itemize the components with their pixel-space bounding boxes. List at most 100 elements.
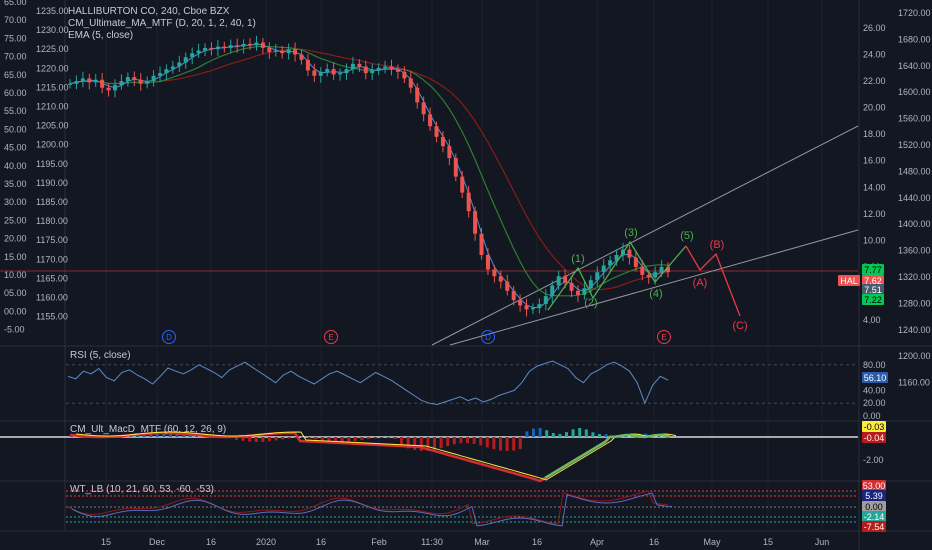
x-axis-tick: 16 — [316, 537, 326, 547]
candle-body — [473, 211, 478, 234]
candle-body — [203, 47, 208, 51]
candle-body — [318, 71, 323, 76]
far-right-axis-tick: 1520.00 — [898, 140, 931, 150]
macd-hist-bar — [466, 437, 469, 444]
price-tag-last-bg — [862, 275, 884, 286]
macd-hist-bar — [353, 437, 357, 441]
macd-hist-bar — [373, 437, 377, 439]
price-tag-mid: 7.51 — [864, 285, 882, 295]
wave-label-A: (A) — [693, 277, 708, 289]
rsi-axis-tick: 0.00 — [863, 411, 881, 421]
wave-label-4: (4) — [649, 288, 662, 300]
candle-body — [460, 176, 465, 193]
rsi-pane — [66, 360, 858, 406]
price-tag-symbol: HAL — [840, 276, 858, 286]
macd-hist-bar — [571, 429, 575, 437]
macd-hist-bar — [254, 437, 258, 442]
candle-body — [653, 272, 658, 278]
wt-tag-1: 5.39 — [865, 491, 883, 501]
candle-body — [177, 62, 182, 67]
macd-hist-bar — [578, 428, 582, 437]
candle-body — [145, 81, 150, 84]
far-right-axis-tick: 1440.00 — [898, 193, 931, 203]
price-tag-mid-bg — [862, 284, 884, 295]
candle-body — [286, 49, 291, 54]
macd-hist-bar — [386, 437, 390, 439]
candle-body — [485, 254, 490, 270]
right-axis-tick: 20.00 — [863, 103, 886, 113]
x-axis-tick: Mar — [474, 537, 490, 547]
candle-body — [389, 66, 394, 70]
wave-label-C: (C) — [732, 320, 747, 332]
left-axis-tick: 1155.00 — [36, 312, 68, 322]
macd-hist-bar — [459, 437, 463, 444]
right-axis-tick: 24.00 — [863, 50, 886, 60]
macd-hist-bar — [584, 429, 588, 437]
wt-tag-0-bg — [862, 480, 886, 491]
x-axis-tick: Apr — [590, 537, 604, 547]
left-axis-tick: 1185.00 — [36, 197, 68, 207]
macd-axis-tick: -2.00 — [863, 455, 884, 465]
left-axis-tick-partial: 00.00 — [4, 306, 27, 316]
rsi-axis-tick: 40.00 — [863, 385, 886, 395]
candle-body — [228, 45, 233, 48]
candle-body — [582, 288, 587, 295]
left-axis-tick: 1180.00 — [36, 216, 68, 226]
wt-tag-1-bg — [862, 490, 886, 501]
candle-body — [563, 276, 568, 283]
candle-body — [196, 50, 201, 54]
macd-hist-bar — [439, 437, 443, 449]
candle-body — [183, 57, 188, 63]
wave-label-1: (1) — [571, 253, 584, 265]
event-marker-label: E — [661, 333, 666, 342]
candle-body — [138, 79, 143, 84]
candle-body — [518, 300, 523, 306]
candle-body — [550, 285, 555, 297]
candle-body — [428, 114, 433, 127]
price-tags: 7.77 HAL 7.627.517.22 56.10 -0.03-0.04 53.005… — [838, 264, 888, 532]
candle-body — [222, 46, 227, 48]
far-right-axis-tick: 1320.00 — [898, 272, 931, 282]
event-marker — [657, 330, 671, 344]
macd-hist-bar — [380, 437, 384, 439]
macd-hist-bar — [347, 437, 351, 442]
candle-body — [466, 192, 471, 212]
far-right-axis-tick: 1160.00 — [898, 378, 930, 388]
macd-hist-bar — [551, 433, 555, 437]
candle-body — [209, 47, 214, 50]
macd-tag-2-bg — [862, 432, 886, 443]
candle-body — [215, 46, 220, 50]
trend-lines — [431, 125, 859, 346]
macd-hist-bar — [287, 437, 291, 439]
right-axis-tick: 14.00 — [863, 182, 886, 192]
macd-hist-bar — [248, 437, 252, 442]
candle-body — [273, 50, 278, 52]
macd-hist-bar — [360, 437, 364, 440]
candle-body — [505, 281, 510, 291]
x-axis-tick: Feb — [371, 537, 387, 547]
macd-hist-bar — [162, 434, 166, 437]
candle-body — [254, 42, 259, 46]
far-right-axis-tick: 1560.00 — [898, 114, 931, 124]
macd-hist-bar — [393, 437, 397, 439]
x-axis-tick: Jun — [815, 537, 830, 547]
macd-hist-bar — [195, 436, 199, 437]
left-axis-tick: 1195.00 — [36, 159, 68, 169]
candle-body — [293, 49, 298, 55]
left-axis-tick-partial: 50.00 — [4, 124, 27, 134]
macd-hist-bar — [604, 434, 608, 437]
candle-body — [415, 87, 420, 103]
event-marker — [324, 330, 338, 344]
left-axis-tick-partial: 45.00 — [4, 143, 27, 153]
macd-hist-bar — [558, 433, 562, 437]
macd-hist-bar — [446, 437, 450, 447]
far-right-axis-tick: 1720.00 — [898, 8, 931, 18]
macd-tag-2: -0.04 — [864, 433, 885, 443]
event-marker-label: D — [166, 333, 172, 342]
macd-signal-line — [75, 431, 677, 481]
candle-body — [106, 87, 111, 91]
candle-body — [646, 274, 651, 278]
candle-body — [119, 81, 124, 86]
